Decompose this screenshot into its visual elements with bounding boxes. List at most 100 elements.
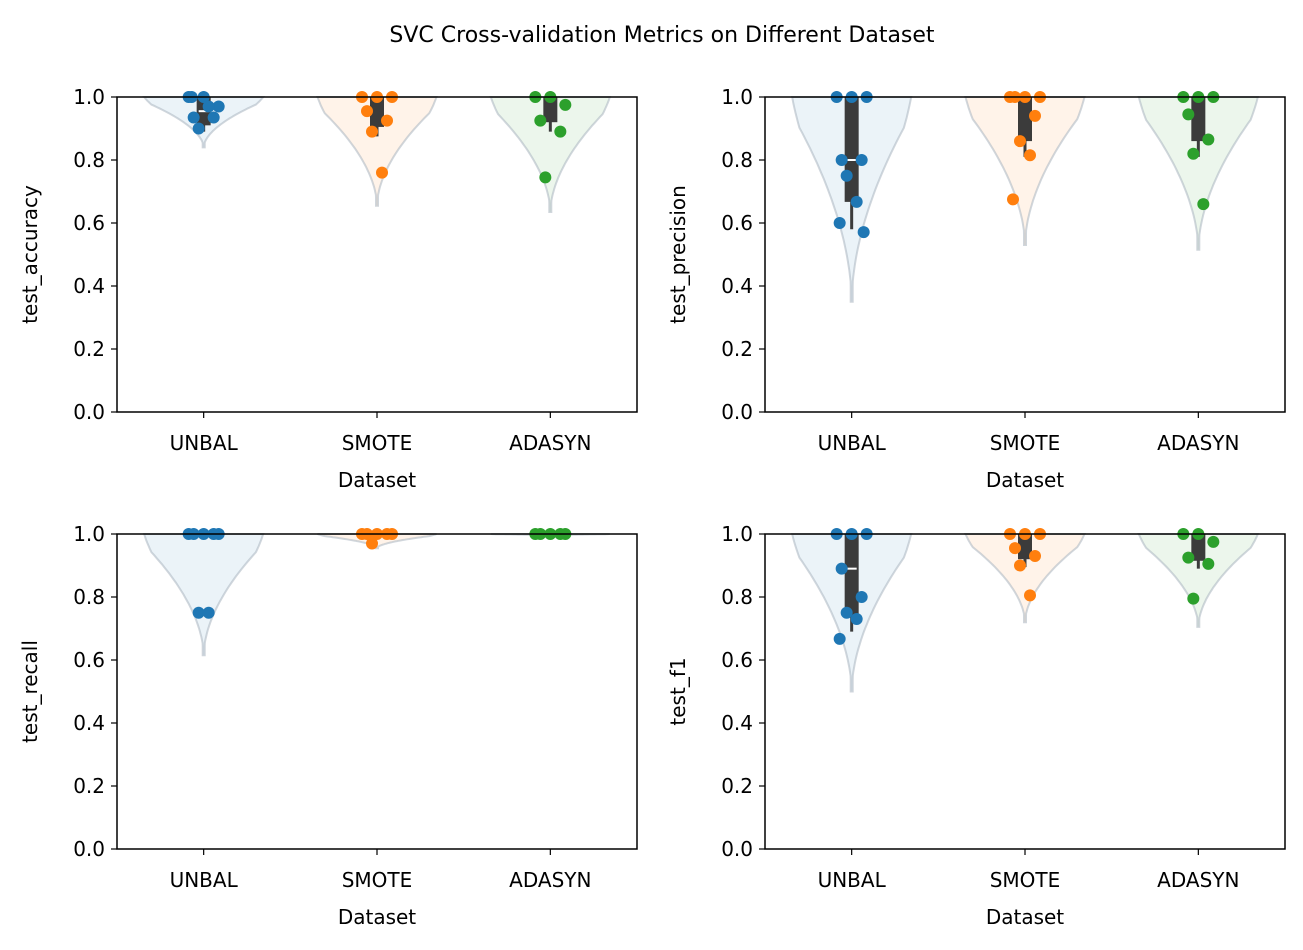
subplot-test_f1: UNBAL SMOTE ADASYN 0.0 0.2 0.4 0.6 0.8 1.0 Datase… — [666, 522, 1286, 929]
point-ADASYN — [1187, 147, 1200, 160]
point-UNBAL — [192, 606, 205, 619]
y-tick-label: 0.8 — [721, 585, 753, 609]
subplot-test_recall: UNBAL SMOTE ADASYN 0.0 0.2 0.4 0.6 0.8 1.0 Datase… — [18, 522, 638, 929]
point-SMOTE — [361, 105, 373, 118]
x-tick-label: SMOTE — [342, 431, 413, 455]
y-tick-label: 0.6 — [73, 648, 105, 672]
point-SMOTE — [376, 166, 388, 179]
point-ADASYN — [534, 114, 547, 127]
point-UNBAL — [850, 613, 863, 626]
box-SMOTE — [1018, 534, 1032, 560]
point-SMOTE — [1007, 193, 1019, 206]
point-UNBAL — [840, 606, 853, 619]
point-ADASYN — [554, 125, 567, 138]
box-SMOTE — [370, 97, 384, 127]
x-tick-label: SMOTE — [990, 431, 1061, 455]
y-tick-label: 1.0 — [721, 85, 753, 109]
x-axis-label: Dataset — [338, 468, 416, 492]
point-ADASYN — [1207, 535, 1220, 548]
point-ADASYN — [1182, 551, 1195, 564]
point-SMOTE — [1009, 542, 1021, 555]
point-UNBAL — [857, 226, 870, 239]
violin-UNBAL — [142, 533, 265, 657]
point-UNBAL — [212, 100, 225, 113]
point-ADASYN — [1202, 133, 1215, 146]
y-tick-label: 0.4 — [721, 274, 753, 298]
point-UNBAL — [202, 606, 215, 619]
y-tick-label: 0.4 — [73, 711, 105, 735]
y-tick-label: 0.8 — [73, 148, 105, 172]
y-tick-label: 0.0 — [73, 400, 105, 424]
y-tick-label: 0.4 — [721, 711, 753, 735]
point-SMOTE — [366, 125, 378, 138]
point-UNBAL — [187, 111, 200, 124]
point-UNBAL — [855, 154, 868, 166]
y-tick-label: 1.0 — [721, 522, 753, 546]
y-tick-label: 0.2 — [73, 337, 105, 361]
figure-title: SVC Cross-validation Metrics on Differen… — [389, 23, 935, 48]
point-UNBAL — [207, 111, 220, 124]
y-tick-label: 0.4 — [73, 274, 105, 298]
point-UNBAL — [840, 169, 853, 182]
plot-frame — [764, 533, 1286, 850]
x-tick-label: UNBAL — [170, 868, 239, 892]
point-UNBAL — [833, 632, 846, 645]
y-axis-label: test_f1 — [666, 657, 690, 725]
y-tick-label: 1.0 — [73, 522, 105, 546]
subplot-test_precision: UNBAL SMOTE ADASYN 0.0 0.2 0.4 0.6 0.8 1.0 Datase… — [666, 85, 1286, 492]
point-SMOTE — [1024, 149, 1036, 162]
point-SMOTE — [366, 537, 378, 550]
x-tick-label: ADASYN — [1157, 868, 1239, 892]
y-tick-label: 0.0 — [73, 837, 105, 861]
point-SMOTE — [1029, 550, 1041, 563]
box-UNBAL — [844, 534, 859, 616]
point-UNBAL — [192, 122, 205, 135]
y-tick-label: 0.6 — [721, 648, 753, 672]
point-ADASYN — [1182, 108, 1195, 121]
y-axis-label: test_accuracy — [18, 185, 42, 324]
y-tick-label: 0.2 — [721, 337, 753, 361]
y-axis-label: test_recall — [18, 640, 42, 743]
box-ADASYN — [1191, 97, 1206, 142]
x-tick-label: UNBAL — [170, 431, 239, 455]
x-tick-label: UNBAL — [818, 868, 887, 892]
plot-frame — [116, 533, 638, 850]
y-tick-label: 0.2 — [721, 774, 753, 798]
x-tick-label: SMOTE — [342, 868, 413, 892]
y-tick-label: 0.8 — [73, 585, 105, 609]
y-tick-label: 0.0 — [721, 837, 753, 861]
point-ADASYN — [1197, 198, 1210, 211]
point-SMOTE — [1014, 559, 1026, 572]
plot-frame — [116, 96, 638, 413]
y-tick-label: 0.6 — [73, 211, 105, 235]
point-ADASYN — [539, 171, 552, 184]
y-tick-label: 0.2 — [73, 774, 105, 798]
x-tick-label: ADASYN — [1157, 431, 1239, 455]
x-tick-label: ADASYN — [509, 868, 591, 892]
point-UNBAL — [835, 562, 848, 575]
x-tick-label: UNBAL — [818, 431, 887, 455]
plot-frame — [764, 96, 1286, 413]
x-axis-label: Dataset — [338, 905, 416, 929]
point-UNBAL — [850, 195, 863, 208]
y-tick-label: 1.0 — [73, 85, 105, 109]
x-tick-label: SMOTE — [990, 868, 1061, 892]
x-axis-label: Dataset — [986, 905, 1064, 929]
point-UNBAL — [833, 217, 846, 229]
point-SMOTE — [1029, 109, 1041, 122]
point-SMOTE — [381, 114, 393, 127]
box-UNBAL — [844, 97, 859, 202]
point-UNBAL — [855, 591, 868, 603]
point-UNBAL — [835, 154, 848, 166]
point-SMOTE — [1014, 135, 1026, 148]
point-SMOTE — [1024, 589, 1036, 602]
point-ADASYN — [1202, 557, 1215, 570]
y-tick-label: 0.6 — [721, 211, 753, 235]
y-tick-label: 0.8 — [721, 148, 753, 172]
x-tick-label: ADASYN — [509, 431, 591, 455]
box-SMOTE — [1018, 97, 1032, 142]
point-UNBAL — [202, 100, 215, 113]
point-ADASYN — [559, 98, 572, 111]
y-axis-label: test_precision — [666, 185, 690, 324]
